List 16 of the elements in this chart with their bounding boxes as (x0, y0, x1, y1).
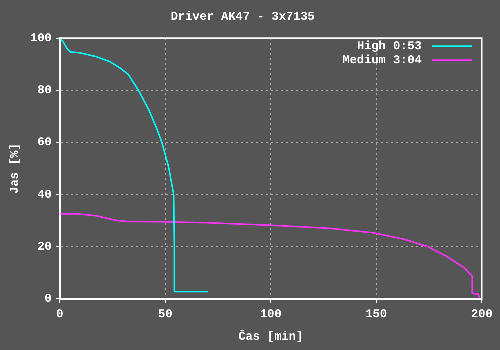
y-tick-label: 100 (30, 31, 52, 46)
x-tick-label: 150 (366, 307, 388, 322)
y-tick-label: 80 (38, 84, 52, 98)
chart-title: Driver AK47 - 3x7135 (170, 10, 316, 24)
x-tick-label: 0 (56, 307, 64, 322)
x-tick-label: 100 (260, 307, 282, 322)
y-tick-label: 0 (44, 292, 52, 306)
y-tick-label: 40 (38, 188, 52, 202)
y-tick-label: 60 (38, 136, 52, 150)
x-tick-label: 50 (158, 307, 173, 322)
x-axis-title: Čas [min] (238, 330, 304, 344)
legend-label: Medium 3:04 (342, 53, 422, 68)
x-tick-label: 200 (471, 307, 493, 322)
y-axis-title: Jas [%] (8, 144, 22, 194)
legend-label: High 0:53 (357, 39, 422, 54)
y-tick-label: 20 (38, 240, 52, 254)
